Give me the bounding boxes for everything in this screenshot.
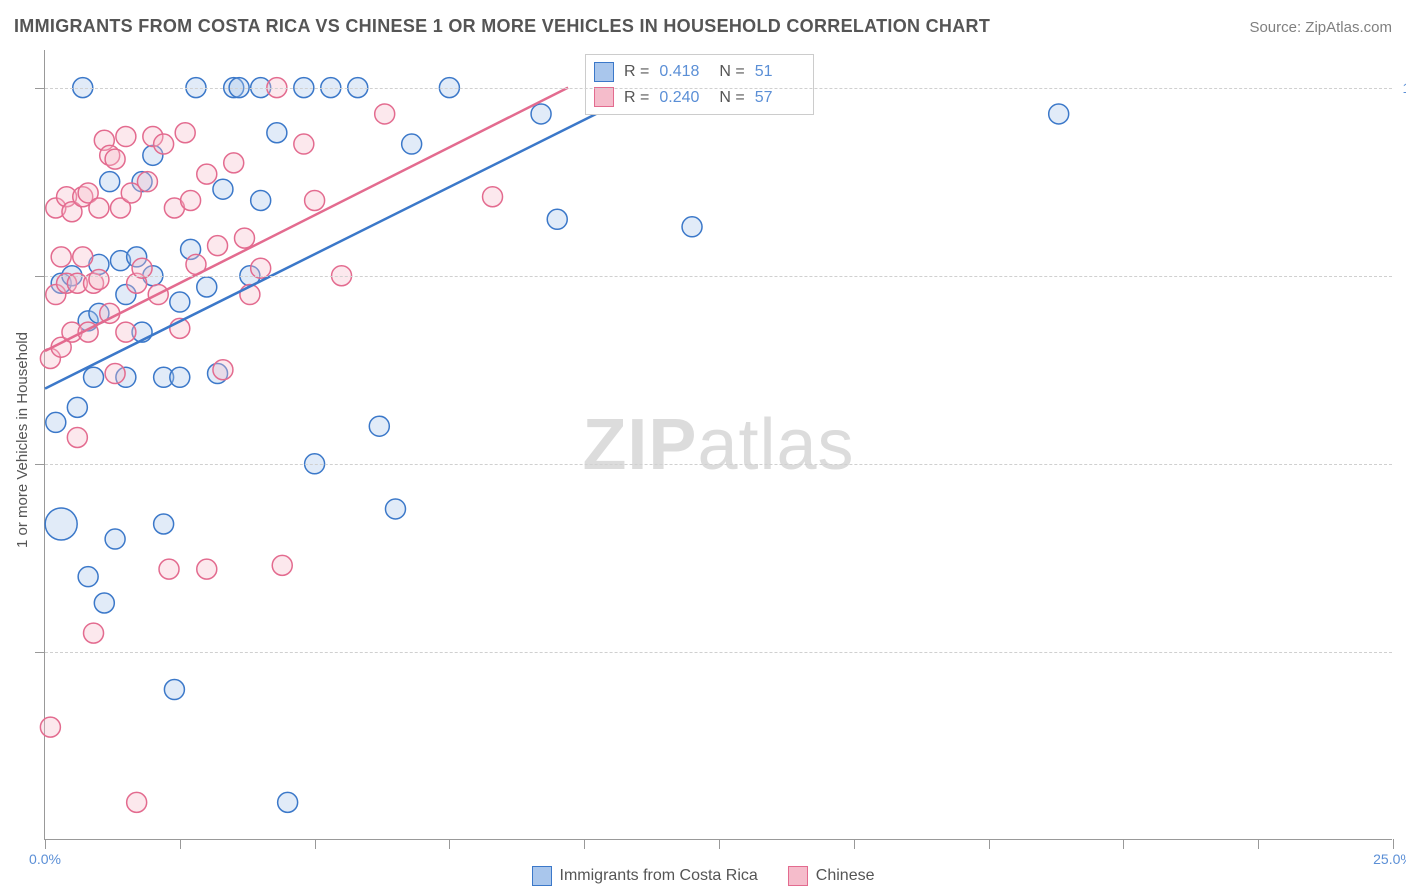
legend-label-0: Immigrants from Costa Rica bbox=[560, 867, 758, 885]
data-point bbox=[197, 559, 217, 579]
data-point bbox=[100, 303, 120, 323]
swatch-0 bbox=[594, 62, 614, 82]
data-point bbox=[369, 416, 389, 436]
legend-swatch-1 bbox=[788, 866, 808, 886]
data-point bbox=[78, 567, 98, 587]
data-point bbox=[294, 134, 314, 154]
data-point bbox=[67, 427, 87, 447]
data-point bbox=[547, 209, 567, 229]
data-point bbox=[73, 247, 93, 267]
data-point bbox=[278, 792, 298, 812]
r-value-0: 0.418 bbox=[659, 59, 709, 85]
data-point bbox=[94, 593, 114, 613]
data-point bbox=[45, 508, 77, 540]
data-point bbox=[116, 127, 136, 147]
data-point bbox=[116, 322, 136, 342]
data-point bbox=[224, 153, 244, 173]
data-point bbox=[175, 123, 195, 143]
y-axis-title: 1 or more Vehicles in Household bbox=[14, 332, 31, 548]
x-tick-label: 0.0% bbox=[29, 851, 61, 867]
data-point bbox=[531, 104, 551, 124]
legend-label-1: Chinese bbox=[816, 867, 875, 885]
n-value-0: 51 bbox=[755, 59, 805, 85]
title-bar: IMMIGRANTS FROM COSTA RICA VS CHINESE 1 … bbox=[14, 16, 1392, 37]
data-point bbox=[208, 236, 228, 256]
data-point bbox=[235, 228, 255, 248]
bottom-legend: Immigrants from Costa Rica Chinese bbox=[0, 866, 1406, 886]
data-point bbox=[46, 412, 66, 432]
data-point bbox=[51, 247, 71, 267]
legend-item-1: Chinese bbox=[788, 866, 875, 886]
legend-swatch-0 bbox=[532, 866, 552, 886]
data-point bbox=[375, 104, 395, 124]
data-point bbox=[483, 187, 503, 207]
data-point bbox=[213, 179, 233, 199]
data-point bbox=[305, 190, 325, 210]
r-label-0: R = bbox=[624, 59, 649, 85]
data-point bbox=[251, 190, 271, 210]
data-point bbox=[170, 292, 190, 312]
data-point bbox=[682, 217, 702, 237]
data-point bbox=[67, 397, 87, 417]
data-point bbox=[213, 360, 233, 380]
data-point bbox=[1049, 104, 1069, 124]
data-point bbox=[154, 134, 174, 154]
source-label: Source: ZipAtlas.com bbox=[1249, 19, 1392, 36]
y-tick-label: 100.0% bbox=[1403, 80, 1406, 96]
stats-row-0: R = 0.418 N = 51 bbox=[594, 59, 805, 85]
data-point bbox=[385, 499, 405, 519]
legend-item-0: Immigrants from Costa Rica bbox=[532, 866, 758, 886]
stats-box: R = 0.418 N = 51 R = 0.240 N = 57 bbox=[585, 54, 814, 115]
data-point bbox=[105, 149, 125, 169]
n-label-0: N = bbox=[719, 59, 744, 85]
swatch-1 bbox=[594, 87, 614, 107]
data-point bbox=[105, 529, 125, 549]
data-point bbox=[197, 277, 217, 297]
data-point bbox=[402, 134, 422, 154]
data-point bbox=[137, 172, 157, 192]
data-point bbox=[40, 717, 60, 737]
chart-title: IMMIGRANTS FROM COSTA RICA VS CHINESE 1 … bbox=[14, 16, 990, 37]
data-point bbox=[154, 514, 174, 534]
data-point bbox=[89, 269, 109, 289]
x-tick-label: 25.0% bbox=[1373, 851, 1406, 867]
data-point bbox=[105, 364, 125, 384]
data-point bbox=[197, 164, 217, 184]
data-point bbox=[272, 555, 292, 575]
data-point bbox=[84, 623, 104, 643]
data-point bbox=[100, 172, 120, 192]
data-point bbox=[89, 198, 109, 218]
plot-area: ZIPatlas R = 0.418 N = 51 R = 0.240 N = … bbox=[44, 50, 1392, 840]
data-point bbox=[164, 680, 184, 700]
data-point bbox=[84, 367, 104, 387]
data-point bbox=[170, 367, 190, 387]
data-point bbox=[181, 190, 201, 210]
data-point bbox=[159, 559, 179, 579]
data-point bbox=[127, 792, 147, 812]
scatter-svg bbox=[45, 50, 1392, 839]
data-point bbox=[267, 123, 287, 143]
